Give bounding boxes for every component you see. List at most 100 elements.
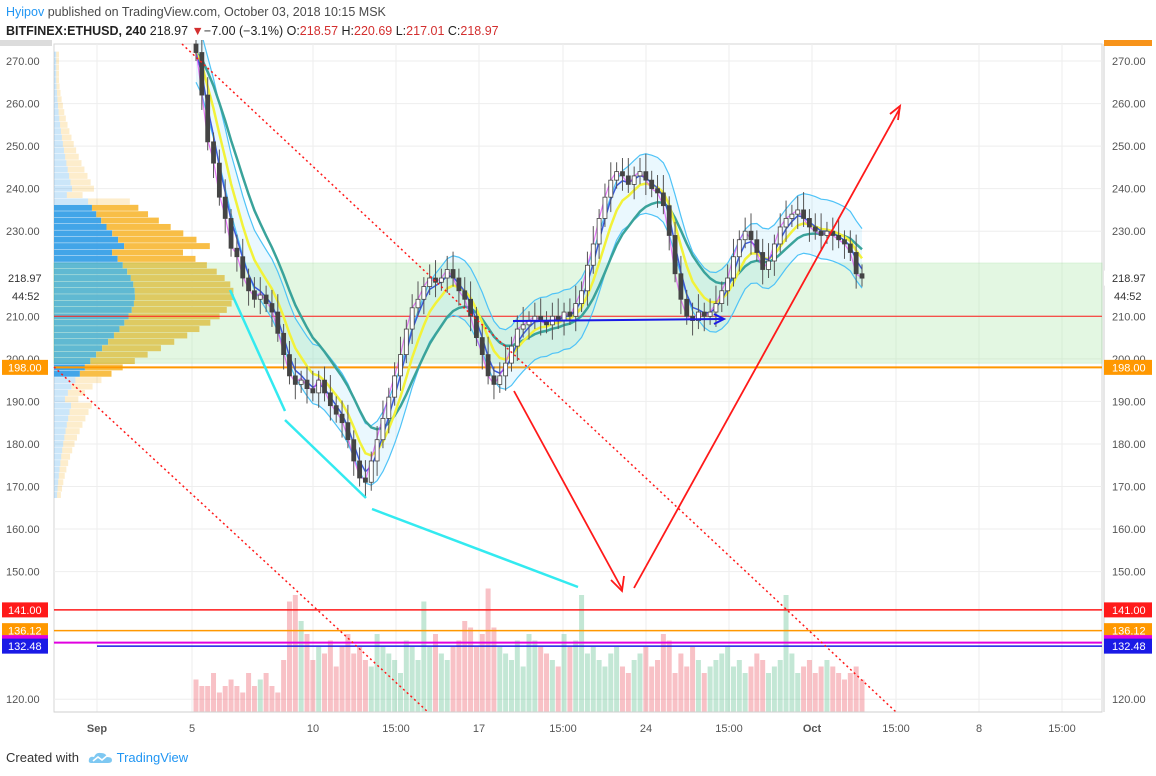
vp-sell-bar bbox=[56, 70, 59, 77]
volume-bar bbox=[275, 692, 281, 712]
volume-bar bbox=[339, 647, 345, 712]
volume-bar bbox=[789, 653, 795, 712]
volume-bar bbox=[783, 595, 789, 712]
volume-bar bbox=[240, 692, 246, 712]
candle-body bbox=[666, 205, 672, 236]
candle-body bbox=[783, 218, 789, 228]
vp-sell-bar bbox=[75, 377, 102, 384]
vp-buy-bar bbox=[54, 389, 68, 396]
vp-buy-bar bbox=[54, 396, 65, 403]
candle-body bbox=[853, 252, 859, 275]
vp-buy-bar bbox=[54, 179, 71, 186]
vp-buy-bar bbox=[54, 415, 69, 422]
vp-buy-bar bbox=[54, 166, 68, 173]
volume-bar bbox=[853, 666, 859, 712]
vp-sell-bar bbox=[64, 434, 77, 441]
down-triangle-icon: ▼ bbox=[191, 24, 204, 38]
volume-bar bbox=[211, 673, 217, 712]
price-tick-left: 160.00 bbox=[6, 524, 40, 536]
price-label-bg bbox=[2, 270, 48, 286]
candle-body bbox=[684, 298, 690, 317]
vp-sell-bar bbox=[119, 326, 200, 333]
candle-body bbox=[760, 252, 766, 270]
candle-body bbox=[216, 162, 222, 198]
candle-body bbox=[655, 188, 660, 194]
candle-body bbox=[561, 311, 567, 321]
countdown-label: 44:52 bbox=[1114, 291, 1142, 303]
vp-buy-bar bbox=[54, 440, 64, 447]
vp-sell-bar bbox=[67, 389, 85, 396]
candle-body bbox=[590, 243, 596, 266]
candle-body bbox=[374, 439, 380, 462]
price-tick-right: 170.00 bbox=[1112, 481, 1146, 493]
candle-body bbox=[193, 43, 199, 53]
candle-body bbox=[818, 230, 824, 236]
vp-buy-bar bbox=[54, 460, 61, 467]
vp-buy-bar bbox=[54, 428, 66, 435]
price-chart[interactable]: 120.00 120.00 150.00 150.00 160.00 160.00 170.… bbox=[0, 40, 1156, 740]
volume-bar bbox=[199, 686, 205, 712]
vp-sell-bar bbox=[61, 134, 72, 141]
vp-buy-bar bbox=[54, 83, 57, 90]
candle-body bbox=[438, 277, 444, 283]
symbol-label[interactable]: BITFINEX:ETHUSD, 240 bbox=[6, 24, 147, 38]
vp-buy-bar bbox=[54, 268, 128, 275]
volume-bar bbox=[730, 666, 736, 712]
vp-buy-bar bbox=[54, 421, 67, 428]
tradingview-brand[interactable]: TradingView bbox=[116, 750, 189, 765]
vp-buy-bar bbox=[54, 172, 70, 179]
vp-sell-bar bbox=[70, 402, 92, 409]
vp-buy-bar bbox=[54, 383, 72, 390]
volume-bar bbox=[316, 647, 322, 712]
price-label-bg bbox=[1104, 623, 1152, 639]
candle-body bbox=[824, 230, 830, 236]
vp-sell-bar bbox=[56, 58, 59, 64]
volume-bar bbox=[497, 647, 503, 712]
candle-body bbox=[631, 175, 637, 185]
price-tick-left: 170.00 bbox=[6, 481, 40, 493]
volume-bar bbox=[485, 588, 491, 712]
candle-body bbox=[731, 256, 736, 279]
volume-bar bbox=[614, 647, 620, 712]
candle-body bbox=[415, 298, 421, 309]
time-tick: 5 bbox=[189, 723, 195, 735]
volume-bar bbox=[205, 686, 211, 712]
down-arrowhead bbox=[610, 575, 625, 593]
volume-bar bbox=[257, 679, 263, 712]
volume-bar bbox=[672, 673, 678, 712]
price-label: 141.00 bbox=[1112, 605, 1146, 617]
candle-body bbox=[742, 230, 748, 241]
price-axis[interactable]: 120.00 120.00 150.00 150.00 160.00 160.00 170.… bbox=[0, 40, 1152, 712]
time-axis[interactable]: Sep 5 10 15:00 17 15:00 24 15:00 Oct 15:00 8 15:00 bbox=[54, 711, 1102, 735]
candle-body bbox=[462, 290, 468, 300]
candle-body bbox=[257, 294, 263, 300]
candle-body bbox=[357, 460, 362, 479]
volume-bar bbox=[526, 634, 532, 712]
volume-bar bbox=[678, 653, 684, 712]
candle-body bbox=[474, 315, 479, 338]
vp-sell-bar bbox=[59, 466, 67, 473]
volume-bar bbox=[216, 692, 222, 712]
price-label: 218.97 bbox=[8, 273, 42, 285]
candle-body bbox=[625, 175, 631, 185]
candle-body bbox=[386, 396, 392, 419]
candle-body bbox=[345, 422, 351, 441]
volume-bar bbox=[403, 640, 409, 712]
candle-body bbox=[719, 290, 725, 304]
volume-bar bbox=[655, 660, 661, 712]
author-link[interactable]: Hyipov bbox=[6, 5, 45, 19]
vp-sell-bar bbox=[91, 204, 139, 211]
volume-bar bbox=[818, 666, 824, 712]
candle-body bbox=[322, 379, 327, 394]
vp-sell-bar bbox=[130, 275, 225, 281]
vp-buy-bar bbox=[54, 58, 57, 64]
candles bbox=[193, 40, 865, 498]
volume-bar bbox=[713, 660, 719, 712]
footer: Created with TradingView bbox=[6, 748, 188, 768]
vp-sell-bar bbox=[56, 83, 60, 90]
candle-body bbox=[766, 260, 771, 270]
candle-body bbox=[754, 239, 760, 253]
vp-buy-bar bbox=[54, 217, 102, 224]
candle-body bbox=[211, 141, 216, 164]
vp-buy-bar bbox=[54, 434, 65, 441]
